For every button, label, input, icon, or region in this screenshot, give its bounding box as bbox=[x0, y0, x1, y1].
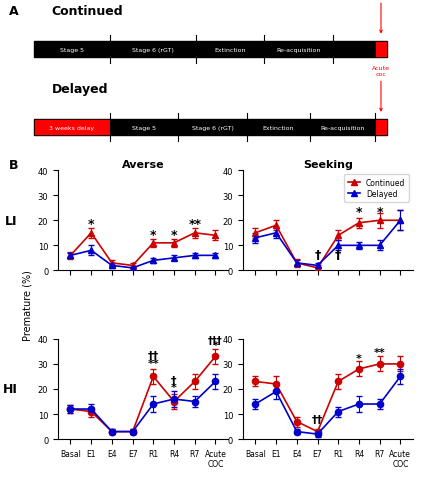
Text: HI: HI bbox=[3, 383, 18, 396]
Text: 3 weeks delay: 3 weeks delay bbox=[49, 125, 95, 131]
Text: †††: ††† bbox=[208, 335, 223, 345]
Text: Stage 6 (rGT): Stage 6 (rGT) bbox=[192, 125, 234, 131]
Text: Continued: Continued bbox=[52, 5, 123, 18]
Text: **: ** bbox=[374, 347, 386, 357]
Text: †: † bbox=[171, 375, 177, 385]
Text: *: * bbox=[88, 217, 95, 230]
Text: Re-acquisition: Re-acquisition bbox=[276, 47, 321, 53]
Title: Averse: Averse bbox=[122, 160, 164, 170]
Bar bbox=[34, 42, 387, 58]
Text: *: * bbox=[356, 354, 362, 364]
Text: Extinction: Extinction bbox=[263, 125, 294, 131]
Text: *: * bbox=[212, 340, 218, 350]
Bar bbox=[34, 120, 387, 136]
Text: †: † bbox=[335, 248, 341, 262]
Text: Premature (%): Premature (%) bbox=[23, 270, 33, 340]
Text: *: * bbox=[356, 206, 362, 219]
Bar bbox=[375, 120, 387, 136]
Text: Extinction: Extinction bbox=[214, 47, 246, 53]
Title: Seeking: Seeking bbox=[303, 160, 353, 170]
Text: B: B bbox=[9, 159, 18, 172]
Text: A: A bbox=[9, 5, 18, 18]
Text: Stage 5: Stage 5 bbox=[60, 47, 84, 53]
Text: Acute
coc: Acute coc bbox=[372, 66, 390, 112]
Text: Stage 5: Stage 5 bbox=[132, 125, 156, 131]
Text: Delayed: Delayed bbox=[52, 83, 108, 96]
Text: *: * bbox=[171, 383, 177, 392]
Legend: Continued, Delayed: Continued, Delayed bbox=[344, 175, 409, 203]
Bar bbox=[375, 42, 387, 58]
Text: Re-acquisition: Re-acquisition bbox=[320, 125, 365, 131]
Text: LI: LI bbox=[4, 214, 17, 227]
Text: Acute
coc: Acute coc bbox=[372, 0, 390, 34]
Text: ††: †† bbox=[312, 414, 323, 424]
Text: *: * bbox=[376, 206, 383, 219]
Text: †: † bbox=[314, 248, 321, 262]
Text: **: ** bbox=[147, 359, 159, 368]
Bar bbox=[34, 120, 110, 136]
Text: Stage 6 (rGT): Stage 6 (rGT) bbox=[132, 47, 174, 53]
Text: **: ** bbox=[188, 217, 201, 230]
Text: *: * bbox=[150, 228, 157, 242]
Text: *: * bbox=[171, 228, 177, 242]
Text: ††: †† bbox=[148, 350, 159, 360]
